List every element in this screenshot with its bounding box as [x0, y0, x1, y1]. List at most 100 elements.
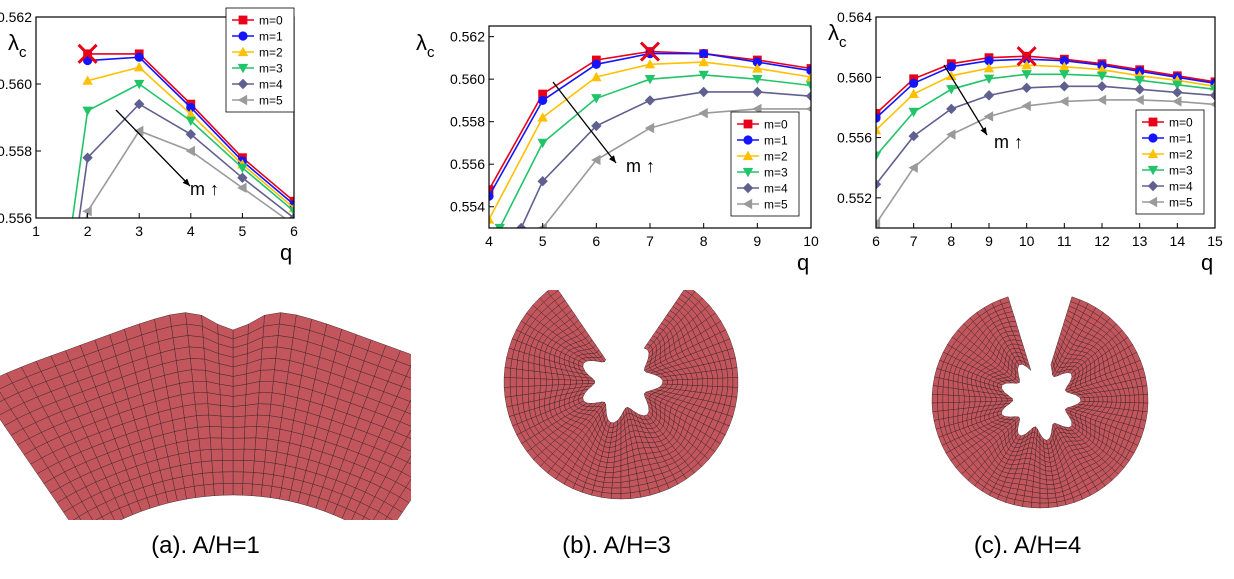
data-point — [983, 74, 995, 84]
caption-a: (a). A/H=1 — [151, 532, 260, 559]
legend-marker — [1147, 165, 1159, 176]
legend-label: m=4 — [259, 78, 283, 92]
data-point — [644, 74, 656, 85]
trend-arrow — [943, 64, 988, 136]
data-point — [1021, 70, 1032, 80]
x-tick-label: 8 — [700, 233, 708, 249]
data-point — [489, 185, 494, 195]
data-point — [805, 81, 811, 91]
y-axis-label: λc — [828, 20, 847, 51]
legend-marker — [238, 15, 248, 25]
legend-marker — [742, 198, 753, 210]
legend-label: m=3 — [259, 62, 283, 76]
legend-label: m=3 — [764, 166, 788, 180]
data-point — [698, 70, 709, 81]
series-line-m=5 — [85, 129, 286, 218]
x-tick-label: 7 — [910, 233, 918, 249]
data-point — [591, 59, 601, 69]
legend: m=0 m=1 m=2 m=3 m=4 m=5 — [225, 7, 295, 113]
y-tick-label: 0.556 — [0, 210, 32, 226]
x-axis-label: q — [797, 250, 809, 275]
legend-label: m=2 — [764, 150, 788, 164]
trend-arrow-label: m ↑ — [190, 179, 219, 199]
caption-c: (c). A/H=4 — [973, 532, 1082, 559]
data-point — [1209, 90, 1215, 101]
data-point — [537, 112, 548, 122]
data-point — [82, 206, 92, 217]
y-tick-label: 0.560 — [450, 71, 485, 87]
series-line-m=2 — [876, 64, 1215, 131]
axes-frame — [875, 16, 1216, 229]
x-tick-label: 14 — [1170, 233, 1186, 249]
x-tick-label: 13 — [1132, 233, 1148, 249]
legend-marker — [237, 46, 249, 57]
x-tick-label: 8 — [947, 233, 955, 249]
legend-marker — [743, 135, 753, 145]
data-point — [134, 125, 144, 137]
data-point — [1059, 70, 1070, 80]
data-point — [1096, 64, 1108, 74]
legend-label: m=5 — [259, 94, 283, 108]
data-point — [82, 75, 93, 85]
data-point — [984, 56, 994, 66]
data-point — [876, 109, 881, 118]
legend-label: m=0 — [1169, 116, 1193, 130]
legend-label: m=1 — [259, 30, 283, 44]
legend-marker — [1147, 148, 1159, 159]
data-point — [698, 56, 709, 67]
critical-point-marker — [1016, 46, 1037, 67]
data-point — [489, 214, 495, 224]
critical-point-marker — [639, 41, 661, 62]
data-point — [237, 172, 248, 183]
data-point — [644, 95, 656, 106]
x-tick-label: 4 — [187, 223, 195, 239]
y-tick-label: 0.560 — [0, 76, 32, 92]
wavy-sector-mesh-icon — [0, 312, 411, 520]
x-tick-label: 2 — [84, 223, 92, 239]
y-tick-label: 0.558 — [0, 143, 32, 159]
data-point — [1172, 80, 1183, 91]
x-axis-label: q — [280, 240, 292, 265]
data-point — [185, 108, 196, 119]
data-point — [516, 222, 527, 228]
caption-b: (b). A/H=3 — [562, 532, 671, 559]
x-tick-label: 7 — [646, 233, 654, 249]
x-tick-label: 1 — [32, 223, 40, 239]
data-point — [591, 154, 601, 166]
y-tick-label: 0.562 — [450, 29, 485, 45]
data-point — [591, 71, 602, 82]
trend-arrow-label: m ↑ — [626, 156, 655, 176]
y-axis-label: λc — [8, 30, 27, 61]
data-point — [185, 145, 195, 157]
data-point — [752, 103, 762, 115]
x-tick-label: 5 — [539, 233, 547, 249]
x-axis-label: q — [1201, 250, 1213, 275]
data-point — [876, 179, 882, 190]
data-point — [1021, 100, 1031, 112]
data-point — [489, 191, 494, 201]
data-point — [134, 79, 145, 90]
series-line-m=5 — [876, 99, 1215, 224]
data-point — [1059, 61, 1070, 71]
data-point — [82, 106, 93, 116]
legend-marker — [1147, 180, 1159, 192]
data-point — [1134, 84, 1145, 95]
y-tick-label: 0.564 — [837, 9, 872, 25]
data-point — [1059, 56, 1069, 66]
data-point — [237, 182, 247, 194]
data-point — [62, 254, 72, 263]
chart-c: 6 7 8 9 10 11 12 13 14 15 0.552 0.556 0.560 0.564 q λc m… — [828, 9, 1223, 275]
data-point — [644, 122, 655, 134]
x-tick-label: 9 — [985, 233, 993, 249]
trend-arrow — [115, 109, 191, 187]
legend-label: m=2 — [259, 46, 283, 60]
data-point — [805, 106, 811, 112]
x-tick-label: 3 — [135, 223, 143, 239]
data-point — [909, 78, 919, 88]
data-point — [186, 102, 196, 113]
data-point — [752, 63, 763, 73]
legend-marker — [1148, 133, 1158, 143]
data-point — [946, 103, 957, 115]
legend-label: m=4 — [1169, 180, 1193, 194]
data-point — [806, 66, 811, 76]
